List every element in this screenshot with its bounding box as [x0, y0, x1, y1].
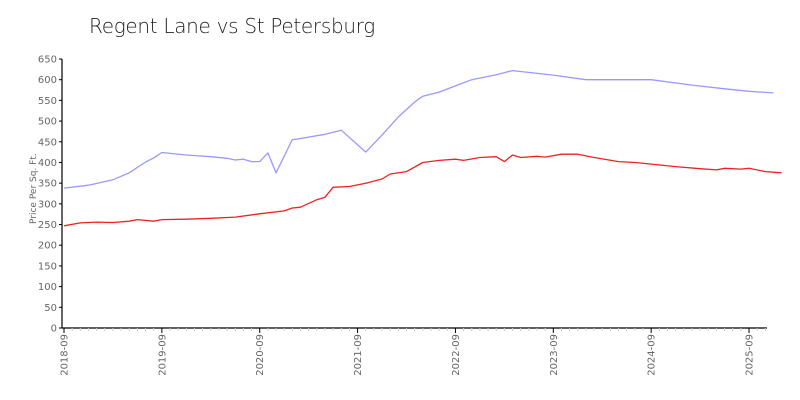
series-line-st-petersburg	[63, 153, 782, 227]
y-tick-label: 100	[38, 282, 57, 293]
y-axis-title: Price Per Sq. Ft.	[29, 153, 39, 224]
y-tick-label: 400	[38, 158, 57, 169]
y-tick-label: 50	[44, 303, 57, 314]
y-tick-label: 350	[38, 179, 57, 190]
y-tick-label: 550	[38, 96, 57, 107]
y-axis: 0 50 100 150 200 250 300 350 400 450 500 550 600 650	[38, 55, 63, 335]
y-tick-label: 650	[38, 55, 57, 66]
y-tick-label: 200	[38, 241, 57, 252]
series-line-regent-lane	[63, 69, 774, 189]
x-tick-label: 2023-09	[549, 334, 560, 376]
x-tick-label: 2021-09	[353, 334, 364, 376]
x-tick-label: 2020-09	[255, 334, 266, 376]
y-tick-label: 150	[38, 261, 57, 272]
y-tick-label: 450	[38, 137, 57, 148]
x-tick-label: 2024-09	[647, 334, 658, 376]
y-tick-label: 300	[38, 199, 57, 210]
y-tick-label: 0	[51, 324, 57, 335]
x-tick-label: 2022-09	[451, 334, 462, 376]
x-axis: 2018-09 2019-09 2020-09 2021-09 2022-09 2023-…	[60, 327, 767, 376]
x-tick-label: 2018-09	[60, 334, 71, 376]
series-lines	[63, 69, 782, 227]
x-tick-label: 2019-09	[157, 334, 168, 376]
y-tick-label: 600	[38, 75, 57, 86]
x-tick-label: 2025-09	[745, 334, 756, 376]
chart-title: Regent Lane vs St Petersburg	[89, 14, 376, 38]
y-tick-label: 250	[38, 220, 57, 231]
y-tick-label: 500	[38, 117, 57, 128]
